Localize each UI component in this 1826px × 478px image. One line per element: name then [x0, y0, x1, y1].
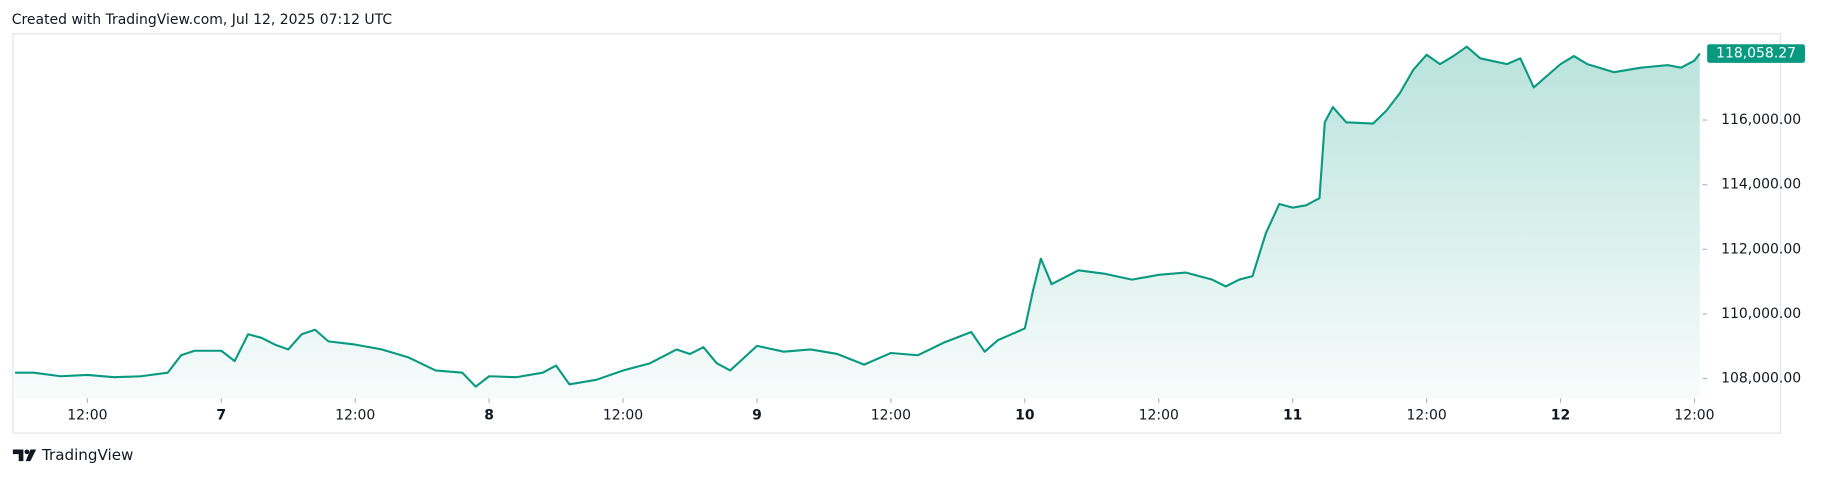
- y-tick-label: 110,000.00: [1721, 306, 1801, 322]
- last-price-badge: [1707, 44, 1805, 63]
- x-tick-label: 10: [1015, 408, 1035, 424]
- x-tick-label: 8: [484, 408, 494, 424]
- y-tick-label: 116,000.00: [1721, 112, 1801, 128]
- x-tick-label: 12:00: [1674, 408, 1714, 424]
- y-tick-label: 112,000.00: [1721, 241, 1801, 257]
- chart-frame: [12, 33, 1782, 434]
- brand: TradingView: [41, 446, 133, 464]
- x-tick-label: 7: [216, 408, 226, 424]
- x-tick-label: 12:00: [67, 408, 107, 424]
- y-tick-label: 108,000.00: [1721, 371, 1801, 387]
- caption: Created with TradingView.com, Jul 12, 20…: [12, 12, 392, 28]
- x-tick-label: 12: [1551, 408, 1570, 424]
- x-tick-label: 12:00: [871, 408, 911, 424]
- x-tick-label: 11: [1283, 408, 1302, 424]
- last-price-label: 118,058.27: [1716, 46, 1796, 62]
- x-tick-label: 9: [752, 408, 762, 424]
- x-tick-label: 12:00: [603, 408, 643, 424]
- brand-logo: [12, 449, 37, 462]
- y-tick-label: 114,000.00: [1721, 177, 1801, 193]
- price-line: [15, 45, 1701, 388]
- x-tick-label: 12:00: [335, 408, 375, 424]
- x-tick-label: 12:00: [1139, 408, 1179, 424]
- x-tick-label: 12:00: [1406, 408, 1446, 424]
- area-fill: [15, 46, 1700, 399]
